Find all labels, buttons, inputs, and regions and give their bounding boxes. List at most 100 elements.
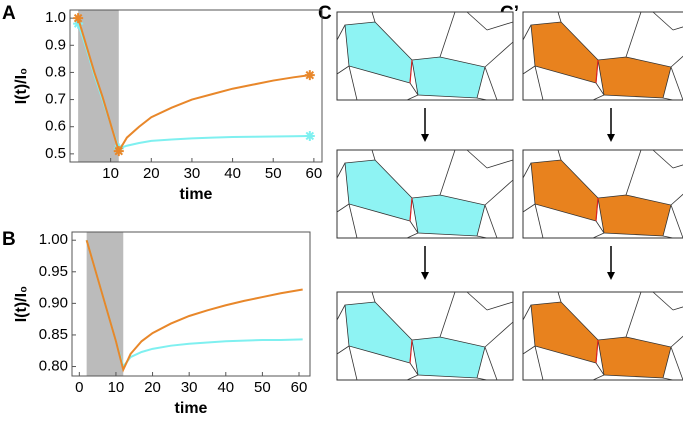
cell-edge bbox=[409, 362, 419, 376]
cell-edge bbox=[486, 21, 514, 31]
cell-edge bbox=[409, 220, 419, 234]
cell-edge bbox=[484, 346, 498, 381]
cell-edge bbox=[625, 11, 642, 58]
cell-edge bbox=[476, 377, 488, 381]
cell bbox=[411, 56, 486, 99]
cell-edge bbox=[652, 11, 674, 31]
x-tick-label: 40 bbox=[217, 379, 234, 396]
cell-edge bbox=[522, 162, 532, 179]
cell-edge bbox=[336, 24, 346, 41]
cell-edge bbox=[336, 203, 350, 213]
y-tick-label: 1.0 bbox=[45, 9, 66, 26]
cell-edge bbox=[439, 149, 456, 196]
cell-panel bbox=[336, 11, 514, 101]
cell-edge bbox=[670, 193, 683, 206]
cell-edge bbox=[371, 291, 376, 303]
cell-edge bbox=[486, 159, 514, 169]
cell bbox=[411, 194, 486, 237]
x-tick-label: 0 bbox=[75, 379, 83, 396]
arrow-head bbox=[607, 134, 615, 142]
shared-edge bbox=[595, 197, 599, 222]
cell-edge bbox=[592, 94, 605, 101]
shared-edge bbox=[409, 59, 413, 84]
y-tick-label: 0.5 bbox=[45, 145, 66, 162]
x-tick-label: 20 bbox=[143, 165, 160, 182]
cell-edge bbox=[652, 291, 674, 311]
x-axis-label: time bbox=[180, 186, 213, 203]
cell-edge bbox=[662, 235, 674, 239]
cell-edge bbox=[371, 149, 376, 161]
cell-edge bbox=[557, 149, 562, 161]
cell-edge bbox=[670, 55, 683, 68]
shared-edge bbox=[595, 339, 599, 364]
cell-edge bbox=[534, 203, 544, 239]
cell-panel bbox=[522, 11, 683, 101]
plot-frame bbox=[69, 9, 323, 163]
panel-label: B bbox=[2, 229, 16, 250]
cell-edge bbox=[406, 232, 419, 239]
cell-edge bbox=[476, 235, 488, 239]
cell-edge bbox=[484, 41, 514, 68]
x-tick-label: 20 bbox=[144, 379, 161, 396]
cell-edge bbox=[557, 11, 562, 23]
cell bbox=[597, 336, 672, 379]
x-tick-label: 50 bbox=[265, 165, 282, 182]
cell-edge bbox=[595, 220, 605, 234]
cell-edge bbox=[466, 149, 488, 169]
x-tick-label: 60 bbox=[306, 165, 323, 182]
cell-edge bbox=[522, 203, 536, 213]
shared-edge bbox=[409, 197, 413, 222]
cell-edge bbox=[439, 11, 456, 58]
y-tick-label: 0.7 bbox=[45, 91, 66, 108]
y-tick-label: 0.9 bbox=[45, 36, 66, 53]
series-line bbox=[85, 239, 303, 373]
marker bbox=[113, 146, 124, 157]
marker bbox=[73, 18, 84, 29]
cell-edge bbox=[484, 66, 498, 101]
cell-edge bbox=[670, 346, 683, 381]
cell-edge bbox=[557, 291, 562, 303]
arrow-head bbox=[607, 272, 615, 280]
cell-panel bbox=[336, 291, 514, 381]
cell-diagrams bbox=[336, 11, 683, 381]
cell-edge bbox=[672, 26, 683, 31]
cell-edge bbox=[672, 164, 683, 169]
cell-edge bbox=[595, 362, 605, 376]
y-tick-label: 0.8 bbox=[45, 63, 66, 80]
y-tick-label: 0.6 bbox=[45, 118, 66, 135]
cell bbox=[597, 194, 672, 237]
cell-edge bbox=[466, 291, 488, 311]
arrow-head bbox=[421, 134, 429, 142]
cell-edge bbox=[466, 11, 488, 31]
cell-edge bbox=[371, 11, 376, 23]
panel-label: A bbox=[2, 3, 16, 24]
cell-edge bbox=[476, 97, 488, 101]
y-tick-label: 0.85 bbox=[39, 326, 68, 343]
cell-edge bbox=[522, 304, 532, 321]
cell-edge bbox=[486, 301, 514, 311]
cell-panel bbox=[522, 149, 683, 239]
cell-edge bbox=[406, 374, 419, 381]
cell-edge bbox=[670, 66, 683, 101]
cell-edge bbox=[652, 149, 674, 169]
cell-edge bbox=[484, 321, 514, 348]
series-line bbox=[77, 17, 310, 154]
x-axis-label: time bbox=[175, 400, 208, 417]
cell-panel bbox=[336, 149, 514, 239]
cell-edge bbox=[595, 82, 605, 96]
y-tick-label: 0.80 bbox=[39, 357, 68, 374]
cell-edge bbox=[336, 65, 350, 75]
marker bbox=[304, 70, 315, 81]
cell-edge bbox=[336, 345, 350, 355]
y-tick-label: 0.95 bbox=[39, 263, 68, 280]
y-tick-label: 0.90 bbox=[39, 294, 68, 311]
y-axis-label: I(t)/I₀ bbox=[13, 68, 30, 105]
cell-panel bbox=[522, 291, 683, 381]
cell-edge bbox=[439, 291, 456, 338]
plot-frame bbox=[71, 231, 311, 377]
cell-edge bbox=[625, 149, 642, 196]
x-tick-label: 30 bbox=[184, 165, 201, 182]
marker bbox=[73, 13, 84, 24]
x-tick-label: 50 bbox=[254, 379, 271, 396]
